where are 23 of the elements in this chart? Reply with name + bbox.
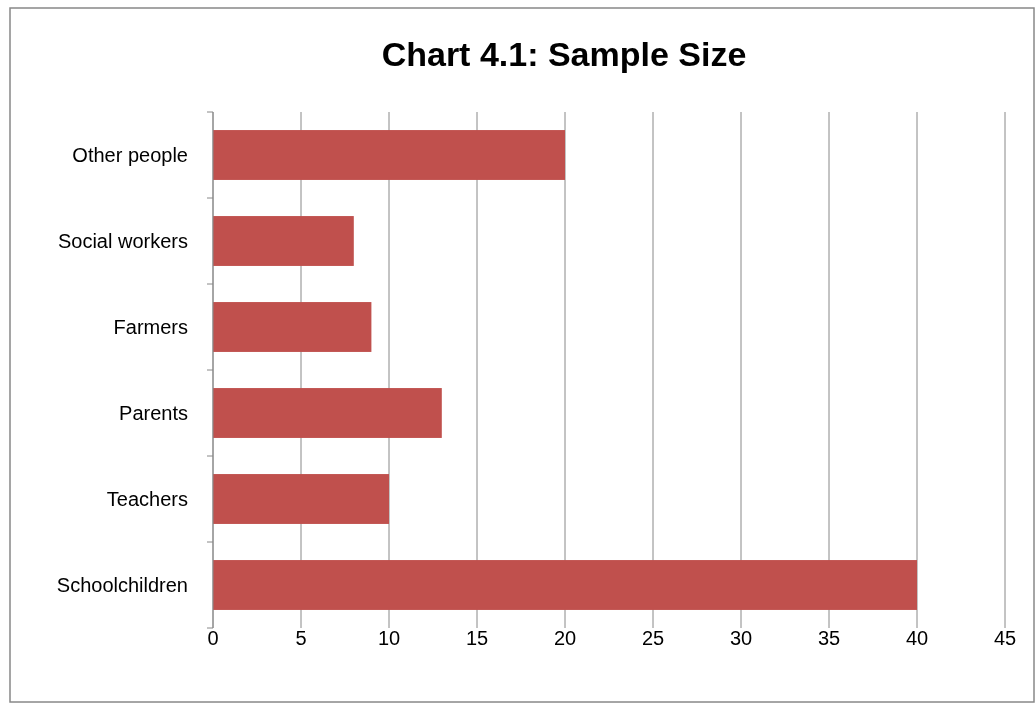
x-tick-label: 45 <box>993 627 1017 649</box>
x-tick-label: 10 <box>377 627 401 649</box>
bar <box>213 388 442 438</box>
bar <box>213 474 389 524</box>
x-tick-label: 0 <box>207 627 219 649</box>
x-tick-label: 35 <box>817 627 841 649</box>
y-tick-label: Parents <box>119 402 188 424</box>
bar <box>213 130 565 180</box>
y-tick-label: Social workers <box>57 230 188 252</box>
bar <box>213 560 917 610</box>
y-tick-label: Schoolchildren <box>56 574 188 596</box>
y-tick-label: Teachers <box>106 488 188 510</box>
x-tick-label: 15 <box>465 627 489 649</box>
x-tick-label: 5 <box>295 627 307 649</box>
y-tick-label: Other people <box>72 144 188 166</box>
x-tick-label: 40 <box>905 627 929 649</box>
y-tick-label: Farmers <box>113 316 188 338</box>
x-tick-label: 20 <box>553 627 577 649</box>
x-tick-label: 30 <box>729 627 753 649</box>
bar <box>213 302 372 352</box>
x-tick-label: 25 <box>641 627 665 649</box>
bar <box>213 216 354 266</box>
chart-title: Chart 4.1: Sample Size <box>381 35 747 73</box>
